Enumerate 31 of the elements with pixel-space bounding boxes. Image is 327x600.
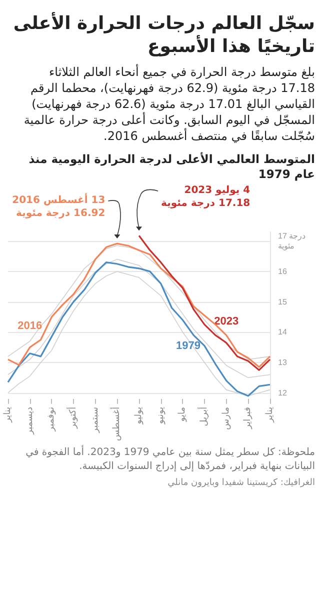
y-tick-label: 14 [278,328,288,337]
annotation: 13 أغسطس 2016 16.92 درجة مئوية [12,194,106,220]
text: ملحوظة: كل سطر يمثل سنة بين عامي 1979 و2023. أما الفجوة في البيانات بنهاية فبراير، فمردّها إلى إدراج السنوات الكبيسة. [24,446,315,474]
y-tick-label: 16 [278,266,288,276]
x-tick-label: فبراير [243,406,254,430]
y-tick-label: 12 [278,388,288,398]
x-tick-label: ديسمبر [24,406,35,436]
x-tick-label: يناير [265,406,275,424]
x-tick-label: نوفمبر [46,406,57,432]
x-tick-label: يناير [3,406,13,424]
text: الغرافيك: كريستينا شفيدا وبايرون مانلي [166,478,315,488]
y-tick-label: 17 درجة مئوية [278,232,308,251]
x-tick-label: مارس [221,406,232,430]
x-tick-label: يونيو [156,406,166,425]
x-tick-label: سبتمبر [90,406,100,434]
annotation: 4 يوليو 2023 17.18 درجة مئوية [161,184,250,210]
chart-subtitle: بلغ متوسط درجة الحرارة في جميع أنحاء العالم الثلاثاء 17.18 درجة مئوية (62.9 درجة فهرنهايت)، محطما الرقم القياسي البالغ 17.01 درجة مئوية (62.6 درجة فهرنهايت) المسجّل في اليوم السابق. وكانت أعلى درجة حرارة عالمية سُجّلت سابقًا في منتصف أغسطس 2016. [22,64,315,144]
chart-title: سجّل العالم درجات الحرارة الأعلى تاريخيًا هذا الأسبوع [12,12,315,58]
x-tick-label: أغسطس [110,406,122,441]
y-tick-label: 15 [278,297,288,306]
text: المتوسط العالمي الأعلى لدرجة الحرارة اليومية منذ عام 1979 [28,152,315,182]
line-series [8,258,270,378]
x-tick-label: يوليو [134,406,144,426]
x-tick-label: أكتوبر [66,406,78,430]
y-tick-label: 13 [278,358,288,367]
line-series [138,234,271,371]
series-label: 1979 [176,340,200,352]
x-tick-label: مايو [178,406,188,423]
series-label: 2016 [18,320,42,332]
series-label: 2023 [214,315,239,328]
x-tick-label: أبريل [198,406,210,426]
